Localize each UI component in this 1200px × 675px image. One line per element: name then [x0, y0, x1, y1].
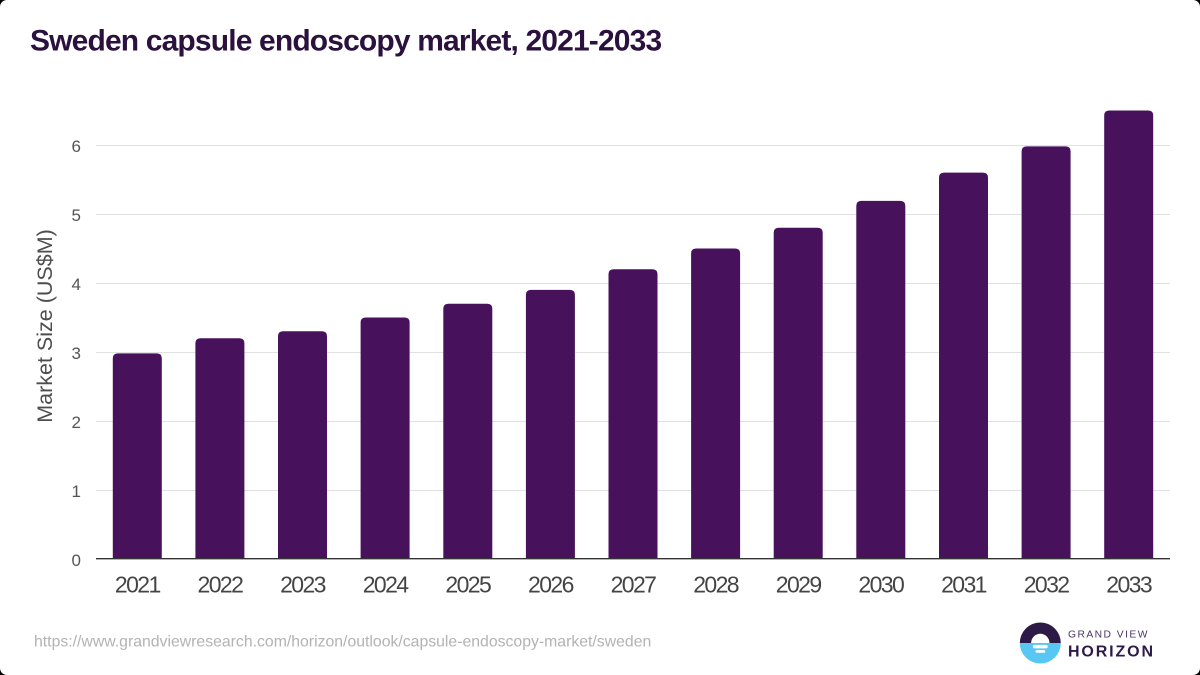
svg-text:2: 2 — [72, 413, 81, 432]
svg-text:0: 0 — [72, 551, 81, 570]
svg-text:3: 3 — [72, 344, 81, 363]
svg-text:2027: 2027 — [611, 572, 657, 598]
svg-text:2025: 2025 — [445, 572, 491, 598]
svg-text:2021: 2021 — [115, 572, 161, 598]
svg-text:Market Size (US$M): Market Size (US$M) — [33, 229, 57, 423]
svg-text:2029: 2029 — [776, 572, 822, 598]
svg-text:2032: 2032 — [1024, 572, 1070, 598]
svg-text:https://www.grandviewresearch.: https://www.grandviewresearch.com/horizo… — [34, 634, 651, 651]
svg-text:Sweden capsule endoscopy marke: Sweden capsule endoscopy market, 2021-20… — [30, 25, 661, 58]
svg-text:6: 6 — [72, 137, 81, 156]
svg-text:GRAND VIEW: GRAND VIEW — [1068, 630, 1149, 641]
svg-text:5: 5 — [72, 206, 81, 225]
svg-text:1: 1 — [72, 482, 81, 501]
svg-text:2022: 2022 — [198, 572, 244, 598]
svg-text:HORIZON: HORIZON — [1068, 644, 1155, 661]
svg-text:2028: 2028 — [693, 572, 739, 598]
svg-text:4: 4 — [72, 275, 81, 294]
svg-text:2024: 2024 — [363, 572, 410, 598]
svg-text:2031: 2031 — [941, 572, 987, 598]
svg-text:2030: 2030 — [858, 572, 904, 598]
svg-text:2023: 2023 — [280, 572, 326, 598]
svg-text:2026: 2026 — [528, 572, 574, 598]
svg-text:2033: 2033 — [1106, 572, 1152, 598]
